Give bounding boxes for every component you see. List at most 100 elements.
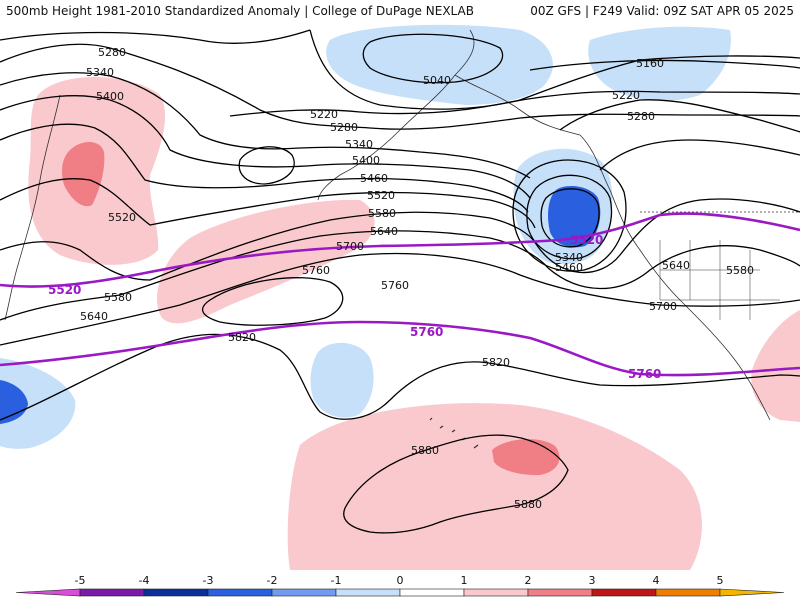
- positive-anomaly-east-edge: [751, 310, 800, 422]
- height-anomaly-map: 5280 5340 5400 5520 5580 5640 5040 5160 …: [0, 22, 800, 570]
- map-header: 500mb Height 1981-2010 Standardized Anom…: [0, 0, 800, 22]
- hawaii-islands: [429, 417, 479, 449]
- contour-label: 5040: [423, 74, 451, 87]
- contour-label: 5820: [228, 331, 256, 344]
- contour-label: 5820: [482, 356, 510, 369]
- contour-5820: [0, 333, 800, 421]
- contour-5160: [529, 59, 800, 71]
- colorbar-tick-labels: -5 -4 -3 -2 -1 0 1 2 3 4 5: [75, 574, 724, 587]
- negative-anomaly-northeast: [588, 26, 731, 101]
- contour-east-trough: [535, 198, 800, 274]
- colorbar-tick-label: 4: [653, 574, 660, 587]
- reference-contours: [0, 212, 800, 377]
- colorbar-segment: [79, 588, 145, 597]
- colorbar-tick-label: 5: [717, 574, 724, 587]
- contour-label: 5700: [649, 300, 677, 313]
- negative-anomaly-west-core: [0, 380, 28, 424]
- colorbar-segment: [527, 588, 593, 597]
- contour-east-ridge: [559, 99, 800, 133]
- contour-5700: [0, 252, 800, 346]
- alaska-coast: [317, 29, 771, 421]
- colorbar-segment: [335, 588, 401, 597]
- contour-closed-small: [238, 146, 295, 185]
- contour-label: 5160: [636, 57, 664, 70]
- contour-label: 5340: [86, 66, 114, 79]
- positive-anomaly-pacific: [157, 199, 375, 324]
- reference-contour-5760: [0, 320, 800, 377]
- contour-label: 5700: [336, 240, 364, 253]
- positive-anomaly-nw-core: [62, 142, 105, 207]
- reference-label: 5520: [570, 233, 603, 247]
- height-contours: [0, 29, 800, 534]
- contour-east-ridge-2: [599, 139, 800, 171]
- contour-5340: [0, 72, 531, 179]
- contour-label: 5760: [381, 279, 409, 292]
- negative-anomaly-low-core: [548, 186, 601, 248]
- colorbar-tick-label: -5: [75, 574, 86, 587]
- contour-label: 5220: [612, 89, 640, 102]
- us-state-lines: [659, 240, 780, 320]
- contour-label: 5340: [345, 138, 373, 151]
- colorbar-segment: [143, 588, 209, 597]
- colorbar-segment: [655, 588, 721, 597]
- colorbar-tick-label: 1: [461, 574, 468, 587]
- contour-label: 5460: [555, 261, 583, 274]
- colorbar-tick-label: 3: [589, 574, 596, 587]
- contour-label: 5520: [108, 211, 136, 224]
- anomaly-colorbar: -5 -4 -3 -2 -1 0 1 2 3 4 5: [15, 574, 785, 597]
- colorbar-segment: [271, 588, 337, 597]
- contour-5460: [0, 123, 529, 213]
- reference-labels: 5520 5520 5760 5760: [48, 233, 661, 381]
- contour-label: 5340: [555, 251, 583, 264]
- reference-label: 5760: [628, 367, 661, 381]
- colorbar-tick-label: 0: [397, 574, 404, 587]
- contour-5760-closed: [201, 277, 344, 326]
- colorbar-segment: [719, 588, 785, 597]
- contour-label: 5880: [514, 498, 542, 511]
- contour-east-2: [547, 245, 800, 290]
- colorbar-segments: [15, 588, 785, 597]
- colorbar-segment: [399, 588, 465, 597]
- contour-5400: [0, 95, 531, 199]
- contour-label: 5640: [80, 310, 108, 323]
- contour-label: 5580: [368, 207, 396, 220]
- positive-anomaly-hawaii-core: [492, 439, 560, 476]
- reference-label: 5520: [48, 283, 81, 297]
- contour-label: 5640: [662, 259, 690, 272]
- contour-5220-north: [229, 90, 800, 117]
- contour-label: 5460: [360, 172, 388, 185]
- contour-label: 5760: [302, 264, 330, 277]
- contour-label: 5280: [98, 46, 126, 59]
- coastlines: [4, 29, 800, 449]
- contour-5280-north: [0, 43, 800, 130]
- contour-low-1: [540, 188, 600, 248]
- contour-label: 5580: [726, 264, 754, 277]
- positive-anomaly-hawaii: [287, 403, 702, 570]
- map-title: 500mb Height 1981-2010 Standardized Anom…: [6, 4, 474, 18]
- contour-label: 5580: [104, 291, 132, 304]
- negative-anomaly-central: [310, 342, 374, 418]
- contour-label: 5400: [352, 154, 380, 167]
- colorbar-segment: [463, 588, 529, 597]
- contour-5880: [343, 434, 569, 534]
- contour-5040: [362, 33, 504, 84]
- contour-label: 5280: [627, 110, 655, 123]
- model-run-info: 00Z GFS | F249 Valid: 09Z SAT APR 05 202…: [530, 4, 794, 18]
- contour-5580-west: [0, 211, 537, 281]
- negative-anomaly-north: [326, 24, 553, 105]
- contour-labels: 5280 5340 5400 5520 5580 5640 5040 5160 …: [80, 46, 754, 511]
- colorbar-segment: [207, 588, 273, 597]
- colorbar-tick-label: -1: [331, 574, 342, 587]
- contour-low-3: [512, 159, 627, 272]
- contour-label: 5220: [310, 108, 338, 121]
- colorbar-tick-label: -4: [139, 574, 150, 587]
- contour-label: 5280: [330, 121, 358, 134]
- colorbar-tick-label: -2: [267, 574, 278, 587]
- colorbar-tick-label: -3: [203, 574, 214, 587]
- contour-5640-west: [0, 230, 549, 321]
- reference-label: 5760: [410, 325, 443, 339]
- contour-label: 5520: [367, 189, 395, 202]
- colorbar-tick-label: 2: [525, 574, 532, 587]
- contour-low-2: [526, 174, 613, 260]
- contour-label: 5400: [96, 90, 124, 103]
